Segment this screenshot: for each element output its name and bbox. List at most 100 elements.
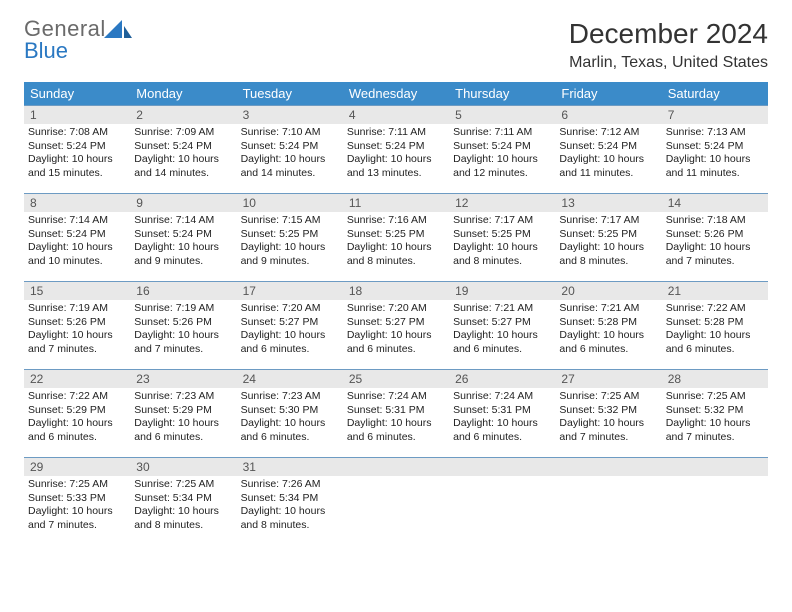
day-number: 1 <box>24 106 130 124</box>
day-number: 12 <box>449 194 555 212</box>
day-details: Sunrise: 7:18 AMSunset: 5:26 PMDaylight:… <box>662 212 768 273</box>
day-details: Sunrise: 7:14 AMSunset: 5:24 PMDaylight:… <box>24 212 130 273</box>
day-details: Sunrise: 7:21 AMSunset: 5:28 PMDaylight:… <box>555 300 661 361</box>
day-number: 29 <box>24 458 130 476</box>
day-number: 18 <box>343 282 449 300</box>
calendar-cell: 5Sunrise: 7:11 AMSunset: 5:24 PMDaylight… <box>449 106 555 194</box>
day-details: Sunrise: 7:21 AMSunset: 5:27 PMDaylight:… <box>449 300 555 361</box>
title-block: December 2024 Marlin, Texas, United Stat… <box>569 18 768 72</box>
calendar-cell: 31Sunrise: 7:26 AMSunset: 5:34 PMDayligh… <box>237 458 343 546</box>
calendar-cell: 26Sunrise: 7:24 AMSunset: 5:31 PMDayligh… <box>449 370 555 458</box>
calendar-cell: 20Sunrise: 7:21 AMSunset: 5:28 PMDayligh… <box>555 282 661 370</box>
calendar-cell: 2Sunrise: 7:09 AMSunset: 5:24 PMDaylight… <box>130 106 236 194</box>
day-number-empty <box>662 458 768 476</box>
weekday-header: Monday <box>130 82 236 106</box>
calendar-cell: 11Sunrise: 7:16 AMSunset: 5:25 PMDayligh… <box>343 194 449 282</box>
day-number: 30 <box>130 458 236 476</box>
day-details: Sunrise: 7:08 AMSunset: 5:24 PMDaylight:… <box>24 124 130 185</box>
day-details: Sunrise: 7:10 AMSunset: 5:24 PMDaylight:… <box>237 124 343 185</box>
day-details: Sunrise: 7:20 AMSunset: 5:27 PMDaylight:… <box>343 300 449 361</box>
calendar-cell: 21Sunrise: 7:22 AMSunset: 5:28 PMDayligh… <box>662 282 768 370</box>
weekday-header-row: Sunday Monday Tuesday Wednesday Thursday… <box>24 82 768 106</box>
day-number: 21 <box>662 282 768 300</box>
calendar-cell: 7Sunrise: 7:13 AMSunset: 5:24 PMDaylight… <box>662 106 768 194</box>
header: General Blue December 2024 Marlin, Texas… <box>24 18 768 72</box>
day-number: 13 <box>555 194 661 212</box>
weekday-header: Sunday <box>24 82 130 106</box>
day-number: 9 <box>130 194 236 212</box>
day-number: 31 <box>237 458 343 476</box>
calendar-cell: 27Sunrise: 7:25 AMSunset: 5:32 PMDayligh… <box>555 370 661 458</box>
day-number: 6 <box>555 106 661 124</box>
day-number: 3 <box>237 106 343 124</box>
calendar-cell: 3Sunrise: 7:10 AMSunset: 5:24 PMDaylight… <box>237 106 343 194</box>
calendar-row: 15Sunrise: 7:19 AMSunset: 5:26 PMDayligh… <box>24 282 768 370</box>
logo-text-2: Blue <box>24 40 106 62</box>
calendar-cell <box>662 458 768 546</box>
day-details: Sunrise: 7:11 AMSunset: 5:24 PMDaylight:… <box>343 124 449 185</box>
day-number: 22 <box>24 370 130 388</box>
calendar-table: Sunday Monday Tuesday Wednesday Thursday… <box>24 82 768 546</box>
day-number: 2 <box>130 106 236 124</box>
weekday-header: Thursday <box>449 82 555 106</box>
day-number: 10 <box>237 194 343 212</box>
calendar-cell: 24Sunrise: 7:23 AMSunset: 5:30 PMDayligh… <box>237 370 343 458</box>
day-number: 17 <box>237 282 343 300</box>
calendar-row: 22Sunrise: 7:22 AMSunset: 5:29 PMDayligh… <box>24 370 768 458</box>
calendar-row: 29Sunrise: 7:25 AMSunset: 5:33 PMDayligh… <box>24 458 768 546</box>
day-number: 19 <box>449 282 555 300</box>
day-details: Sunrise: 7:15 AMSunset: 5:25 PMDaylight:… <box>237 212 343 273</box>
calendar-cell: 13Sunrise: 7:17 AMSunset: 5:25 PMDayligh… <box>555 194 661 282</box>
calendar-cell: 25Sunrise: 7:24 AMSunset: 5:31 PMDayligh… <box>343 370 449 458</box>
calendar-cell: 9Sunrise: 7:14 AMSunset: 5:24 PMDaylight… <box>130 194 236 282</box>
day-number: 26 <box>449 370 555 388</box>
day-details: Sunrise: 7:09 AMSunset: 5:24 PMDaylight:… <box>130 124 236 185</box>
logo: General Blue <box>24 18 106 62</box>
day-details: Sunrise: 7:22 AMSunset: 5:28 PMDaylight:… <box>662 300 768 361</box>
day-details: Sunrise: 7:19 AMSunset: 5:26 PMDaylight:… <box>130 300 236 361</box>
logo-text-1: General <box>24 18 106 40</box>
weekday-header: Wednesday <box>343 82 449 106</box>
day-number: 14 <box>662 194 768 212</box>
day-details: Sunrise: 7:25 AMSunset: 5:34 PMDaylight:… <box>130 476 236 537</box>
calendar-cell <box>555 458 661 546</box>
calendar-cell: 10Sunrise: 7:15 AMSunset: 5:25 PMDayligh… <box>237 194 343 282</box>
calendar-cell: 29Sunrise: 7:25 AMSunset: 5:33 PMDayligh… <box>24 458 130 546</box>
day-details: Sunrise: 7:14 AMSunset: 5:24 PMDaylight:… <box>130 212 236 273</box>
calendar-cell: 8Sunrise: 7:14 AMSunset: 5:24 PMDaylight… <box>24 194 130 282</box>
location: Marlin, Texas, United States <box>569 54 768 72</box>
day-number: 15 <box>24 282 130 300</box>
weekday-header: Tuesday <box>237 82 343 106</box>
calendar-cell: 17Sunrise: 7:20 AMSunset: 5:27 PMDayligh… <box>237 282 343 370</box>
day-details: Sunrise: 7:17 AMSunset: 5:25 PMDaylight:… <box>555 212 661 273</box>
calendar-cell: 19Sunrise: 7:21 AMSunset: 5:27 PMDayligh… <box>449 282 555 370</box>
day-details: Sunrise: 7:22 AMSunset: 5:29 PMDaylight:… <box>24 388 130 449</box>
day-details: Sunrise: 7:20 AMSunset: 5:27 PMDaylight:… <box>237 300 343 361</box>
day-details: Sunrise: 7:24 AMSunset: 5:31 PMDaylight:… <box>449 388 555 449</box>
day-details: Sunrise: 7:16 AMSunset: 5:25 PMDaylight:… <box>343 212 449 273</box>
calendar-cell: 30Sunrise: 7:25 AMSunset: 5:34 PMDayligh… <box>130 458 236 546</box>
day-number-empty <box>343 458 449 476</box>
calendar-cell: 18Sunrise: 7:20 AMSunset: 5:27 PMDayligh… <box>343 282 449 370</box>
day-number: 24 <box>237 370 343 388</box>
calendar-cell: 14Sunrise: 7:18 AMSunset: 5:26 PMDayligh… <box>662 194 768 282</box>
logo-blue: Blue <box>24 38 68 63</box>
day-details: Sunrise: 7:11 AMSunset: 5:24 PMDaylight:… <box>449 124 555 185</box>
day-details: Sunrise: 7:24 AMSunset: 5:31 PMDaylight:… <box>343 388 449 449</box>
day-number: 5 <box>449 106 555 124</box>
calendar-cell: 15Sunrise: 7:19 AMSunset: 5:26 PMDayligh… <box>24 282 130 370</box>
calendar-cell: 12Sunrise: 7:17 AMSunset: 5:25 PMDayligh… <box>449 194 555 282</box>
calendar-cell: 28Sunrise: 7:25 AMSunset: 5:32 PMDayligh… <box>662 370 768 458</box>
day-details: Sunrise: 7:25 AMSunset: 5:32 PMDaylight:… <box>555 388 661 449</box>
calendar-cell: 1Sunrise: 7:08 AMSunset: 5:24 PMDaylight… <box>24 106 130 194</box>
calendar-cell <box>343 458 449 546</box>
calendar-cell: 22Sunrise: 7:22 AMSunset: 5:29 PMDayligh… <box>24 370 130 458</box>
calendar-cell: 23Sunrise: 7:23 AMSunset: 5:29 PMDayligh… <box>130 370 236 458</box>
weekday-header: Friday <box>555 82 661 106</box>
day-number-empty <box>449 458 555 476</box>
day-number: 4 <box>343 106 449 124</box>
calendar-row: 8Sunrise: 7:14 AMSunset: 5:24 PMDaylight… <box>24 194 768 282</box>
day-details: Sunrise: 7:23 AMSunset: 5:29 PMDaylight:… <box>130 388 236 449</box>
day-details: Sunrise: 7:13 AMSunset: 5:24 PMDaylight:… <box>662 124 768 185</box>
calendar-cell: 16Sunrise: 7:19 AMSunset: 5:26 PMDayligh… <box>130 282 236 370</box>
